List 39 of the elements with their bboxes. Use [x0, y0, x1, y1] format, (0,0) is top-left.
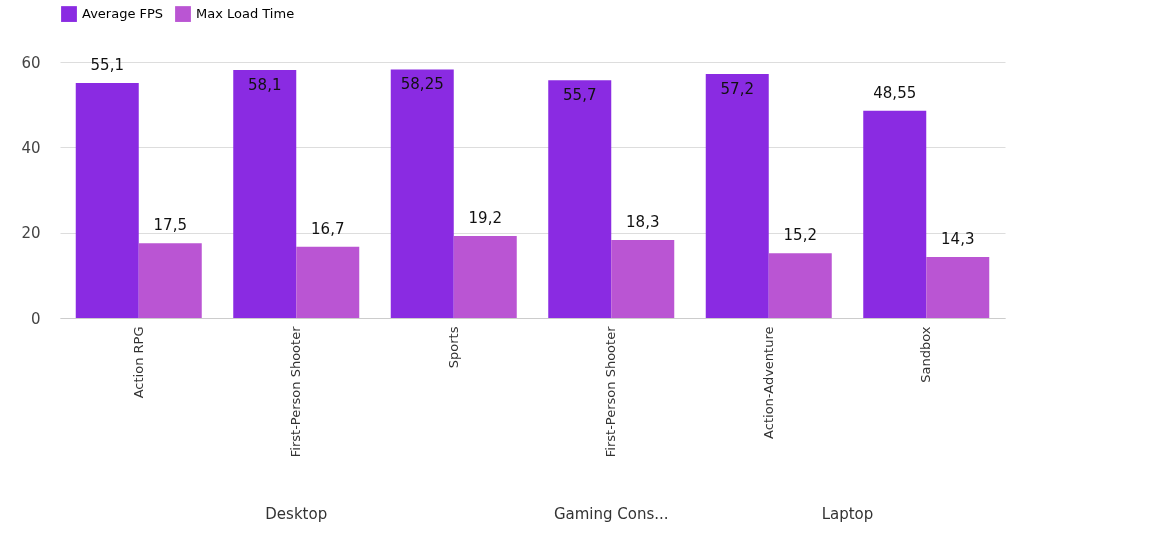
bar [296, 246, 360, 318]
bar [390, 69, 454, 318]
y-tick-label: 20 [21, 224, 41, 243]
x-tick-label: Sports [445, 326, 461, 369]
data-label: 17,5 [153, 216, 187, 235]
bar [863, 110, 927, 318]
x-tick-label: Action RPG [130, 326, 146, 399]
x-tick-label: First-Person Shooter [288, 325, 304, 458]
data-label: 16,7 [311, 219, 345, 238]
y-tick-label: 40 [21, 138, 41, 157]
bar [705, 73, 769, 318]
data-label: 55,7 [563, 86, 597, 105]
bar [138, 243, 202, 318]
bar [926, 256, 990, 318]
data-label: 58,1 [248, 76, 282, 95]
legend-label: Average FPS [82, 6, 164, 22]
y-tick-label: 60 [21, 53, 41, 72]
bar [768, 253, 832, 318]
data-label: 19,2 [468, 209, 502, 228]
legend-label: Max Load Time [196, 6, 295, 22]
data-label: 14,3 [941, 229, 975, 248]
data-label: 55,1 [90, 55, 124, 74]
data-label: 18,3 [626, 212, 660, 231]
data-label: 48,55 [873, 83, 917, 102]
data-label: 58,25 [400, 75, 444, 94]
x-tick-label: First-Person Shooter [603, 325, 619, 458]
text: Gaming Cons... [553, 505, 669, 523]
bar [233, 70, 297, 318]
bar [611, 239, 675, 318]
bar [75, 82, 139, 318]
x-tick-label: Sandbox [918, 326, 934, 383]
data-label: 15,2 [783, 226, 817, 245]
bar [548, 80, 612, 318]
text: Desktop [265, 505, 328, 523]
text: Laptop [821, 505, 874, 523]
y-tick-label: 0 [30, 309, 41, 328]
data-label: 57,2 [720, 79, 754, 98]
bar [453, 236, 517, 318]
x-tick-label: Action-Adventure [760, 326, 776, 439]
